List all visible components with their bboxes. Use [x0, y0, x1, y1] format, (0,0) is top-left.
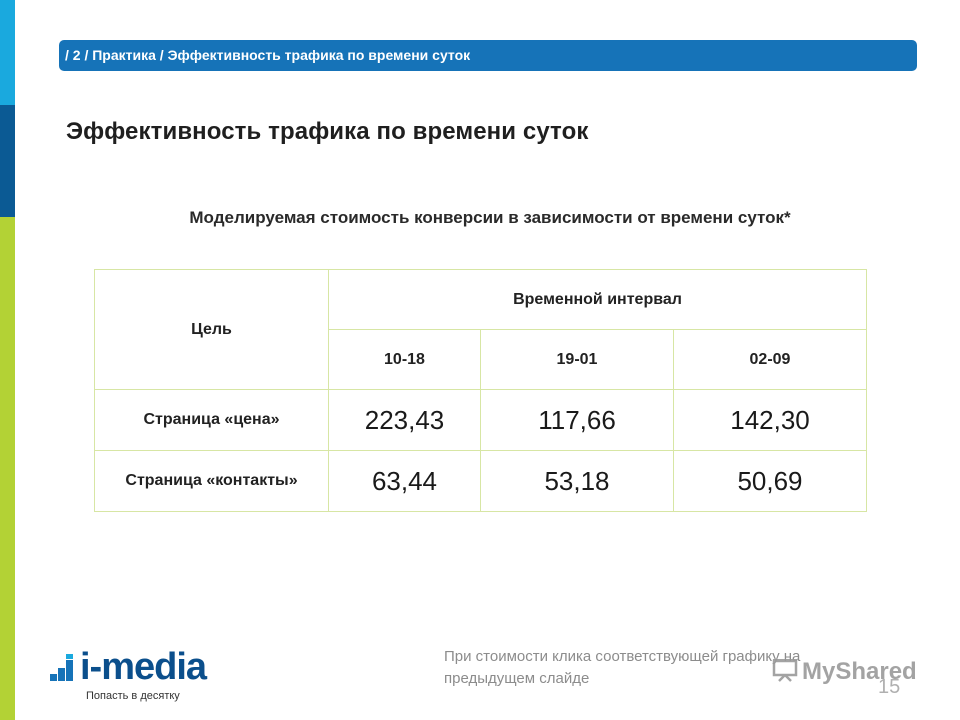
table-cell: 117,66: [480, 389, 674, 451]
interval-header: Временной интервал: [328, 269, 867, 330]
company-logo: i-media Попасть в десятку: [50, 646, 250, 710]
table-cell: 63,44: [328, 450, 481, 512]
table-caption: Моделируемая стоимость конверсии в завис…: [0, 208, 960, 228]
breadcrumb: / 2 / Практика / Эффективность трафика п…: [59, 40, 917, 71]
data-table: Цель Временной интервал 10-18 19-01 02-0…: [94, 269, 867, 512]
table-cell: 53,18: [480, 450, 674, 512]
accent-stripe-top: [0, 0, 15, 105]
table-caption-text: Моделируемая стоимость конверсии в завис…: [189, 208, 791, 227]
row-label-contacts: Страница «контакты»: [94, 450, 329, 512]
footnote: При стоимости клика соответствующей граф…: [444, 648, 801, 687]
logo-tagline: Попасть в десятку: [86, 690, 180, 702]
page-title: Эффективность трафика по времени суток: [66, 118, 589, 145]
table-row: Страница «контакты» 63,44 53,18 50,69: [94, 450, 867, 512]
goal-header: Цель: [94, 269, 329, 390]
table-row: Страница «цена» 223,43 117,66 142,30: [94, 389, 867, 451]
accent-stripe-bottom: [0, 217, 15, 720]
table-cell: 223,43: [328, 389, 481, 451]
table-cell: 142,30: [673, 389, 867, 451]
table-cell: 50,69: [673, 450, 867, 512]
interval-19-01: 19-01: [480, 329, 674, 390]
page-number: 15: [878, 676, 901, 698]
interval-10-18: 10-18: [328, 329, 481, 390]
row-label-price: Страница «цена»: [94, 389, 329, 451]
presentation-icon: [772, 658, 798, 682]
logo-squares-icon: [50, 654, 84, 686]
accent-stripe-middle: [0, 105, 15, 217]
logo-wordmark: i-media: [80, 646, 207, 688]
watermark-text: MyShared: [802, 658, 917, 685]
watermark: MyShared: [772, 658, 917, 686]
interval-02-09: 02-09: [673, 329, 867, 390]
